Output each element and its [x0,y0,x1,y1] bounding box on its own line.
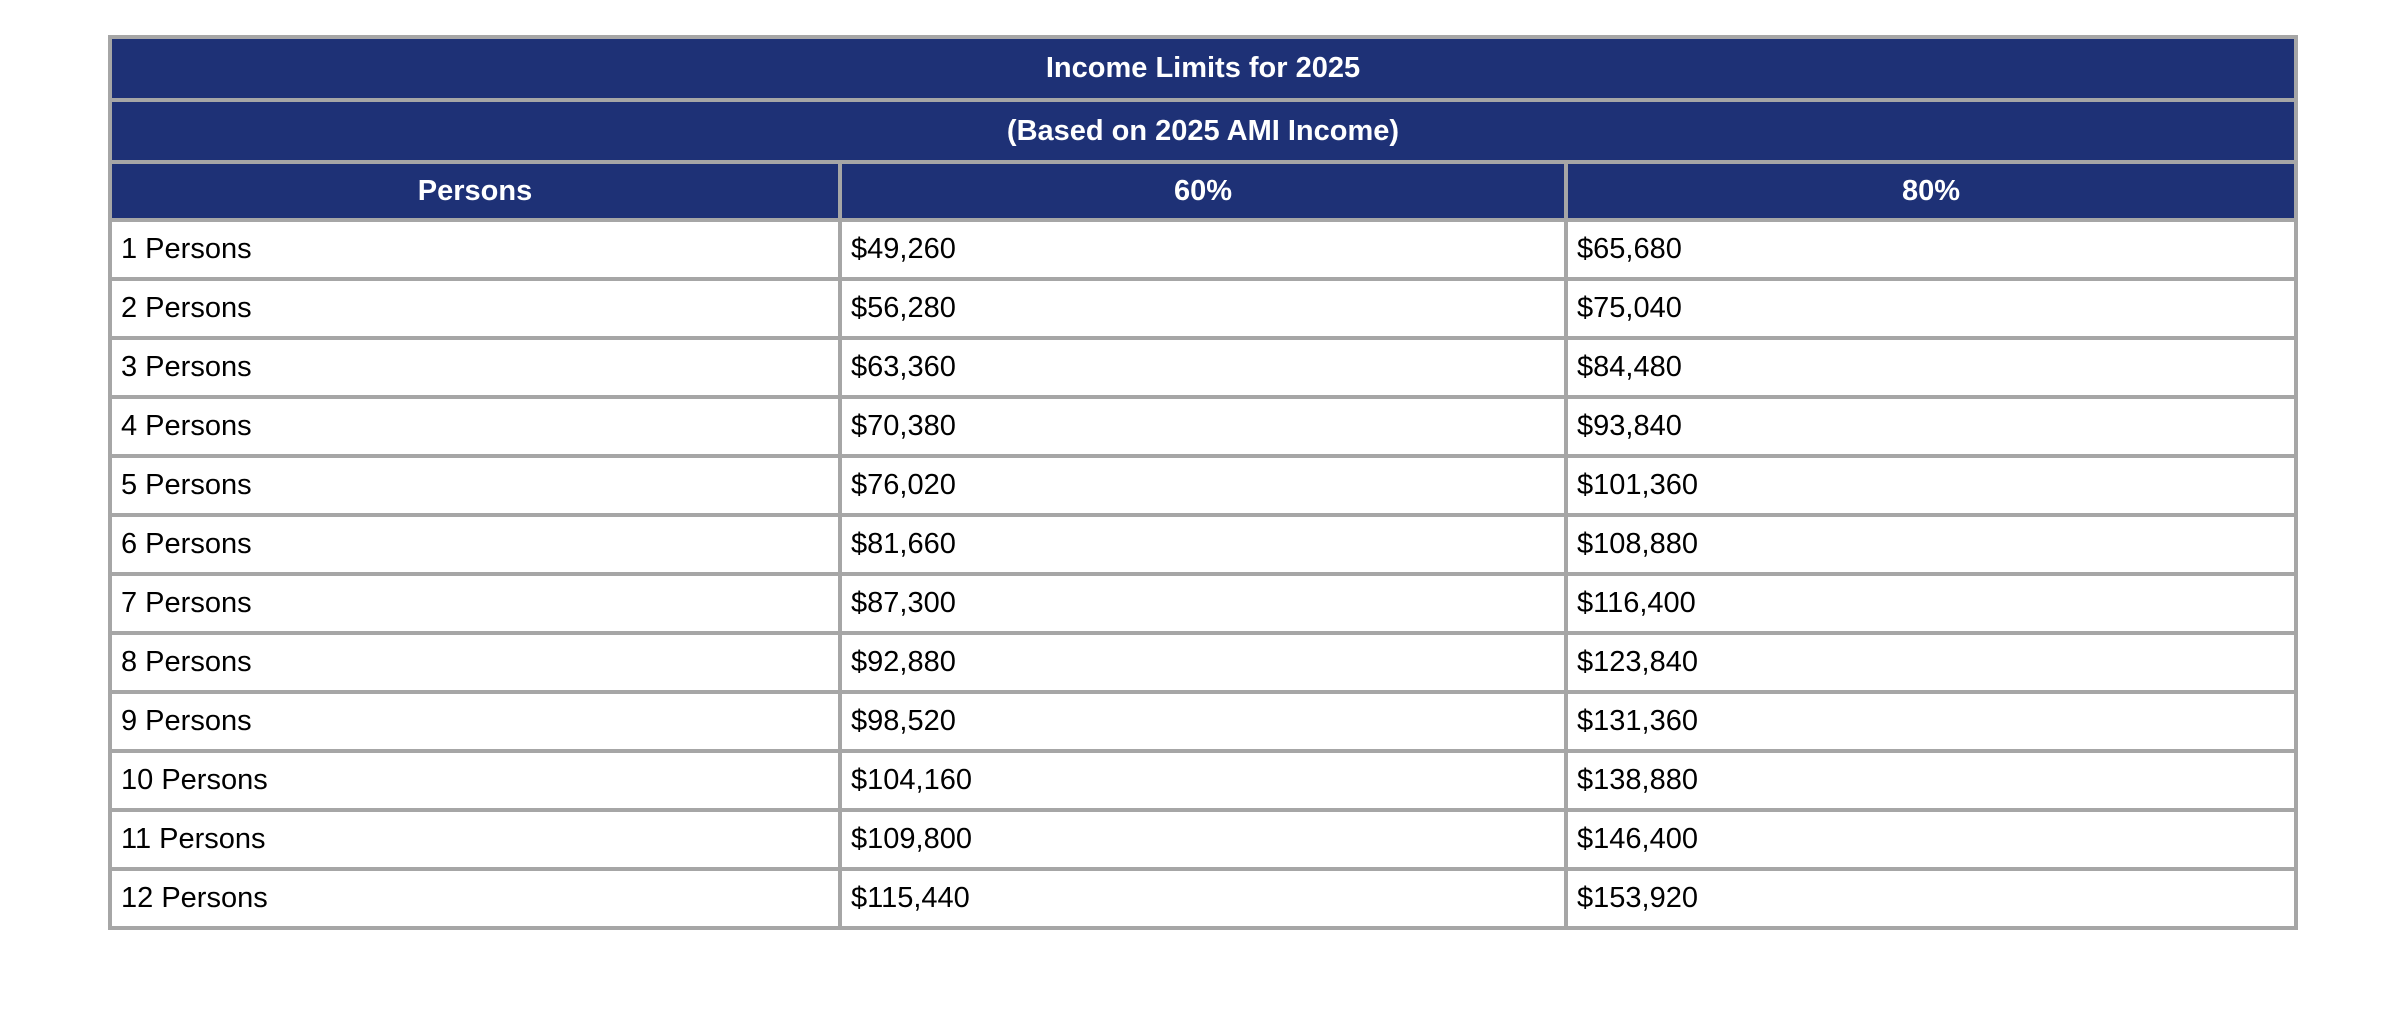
income-80-cell: $93,840 [1564,395,2298,458]
income-80-cell: $153,920 [1564,867,2298,930]
table-row: 5 Persons $76,020 $101,360 [108,454,2298,517]
income-60-cell: $49,260 [838,218,1568,281]
persons-cell: 8 Persons [108,631,842,694]
income-80-cell: $123,840 [1564,631,2298,694]
table-body: 1 Persons $49,260 $65,680 2 Persons $56,… [108,218,2298,930]
persons-cell: 12 Persons [108,867,842,930]
table-row: 2 Persons $56,280 $75,040 [108,277,2298,340]
income-80-cell: $131,360 [1564,690,2298,753]
income-80-cell: $116,400 [1564,572,2298,635]
table-row: 4 Persons $70,380 $93,840 [108,395,2298,458]
income-60-cell: $98,520 [838,690,1568,753]
table-row: 1 Persons $49,260 $65,680 [108,218,2298,281]
table-column-header-row: Persons 60% 80% [108,160,2298,222]
persons-cell: 9 Persons [108,690,842,753]
table-title: Income Limits for 2025 [108,35,2298,102]
table-row: 12 Persons $115,440 $153,920 [108,867,2298,930]
income-80-cell: $138,880 [1564,749,2298,812]
persons-cell: 1 Persons [108,218,842,281]
column-header-80-percent: 80% [1564,160,2298,222]
income-80-cell: $101,360 [1564,454,2298,517]
persons-cell: 3 Persons [108,336,842,399]
table-row: 7 Persons $87,300 $116,400 [108,572,2298,635]
persons-cell: 4 Persons [108,395,842,458]
income-80-cell: $108,880 [1564,513,2298,576]
persons-cell: 7 Persons [108,572,842,635]
table-row: 9 Persons $98,520 $131,360 [108,690,2298,753]
persons-cell: 11 Persons [108,808,842,871]
income-60-cell: $115,440 [838,867,1568,930]
persons-cell: 6 Persons [108,513,842,576]
income-limits-table: Income Limits for 2025 (Based on 2025 AM… [108,35,2298,930]
table-title-row: Income Limits for 2025 [108,35,2298,102]
income-60-cell: $87,300 [838,572,1568,635]
table-subtitle-row: (Based on 2025 AMI Income) [108,98,2298,164]
income-80-cell: $65,680 [1564,218,2298,281]
table-row: 10 Persons $104,160 $138,880 [108,749,2298,812]
persons-cell: 2 Persons [108,277,842,340]
income-60-cell: $63,360 [838,336,1568,399]
income-60-cell: $56,280 [838,277,1568,340]
table-subtitle: (Based on 2025 AMI Income) [108,98,2298,164]
income-60-cell: $109,800 [838,808,1568,871]
income-60-cell: $92,880 [838,631,1568,694]
income-60-cell: $104,160 [838,749,1568,812]
table-row: 6 Persons $81,660 $108,880 [108,513,2298,576]
income-60-cell: $70,380 [838,395,1568,458]
income-80-cell: $84,480 [1564,336,2298,399]
income-80-cell: $146,400 [1564,808,2298,871]
persons-cell: 10 Persons [108,749,842,812]
persons-cell: 5 Persons [108,454,842,517]
income-60-cell: $81,660 [838,513,1568,576]
income-60-cell: $76,020 [838,454,1568,517]
column-header-persons: Persons [108,160,842,222]
table-row: 8 Persons $92,880 $123,840 [108,631,2298,694]
table-row: 11 Persons $109,800 $146,400 [108,808,2298,871]
column-header-60-percent: 60% [838,160,1568,222]
income-80-cell: $75,040 [1564,277,2298,340]
table-row: 3 Persons $63,360 $84,480 [108,336,2298,399]
